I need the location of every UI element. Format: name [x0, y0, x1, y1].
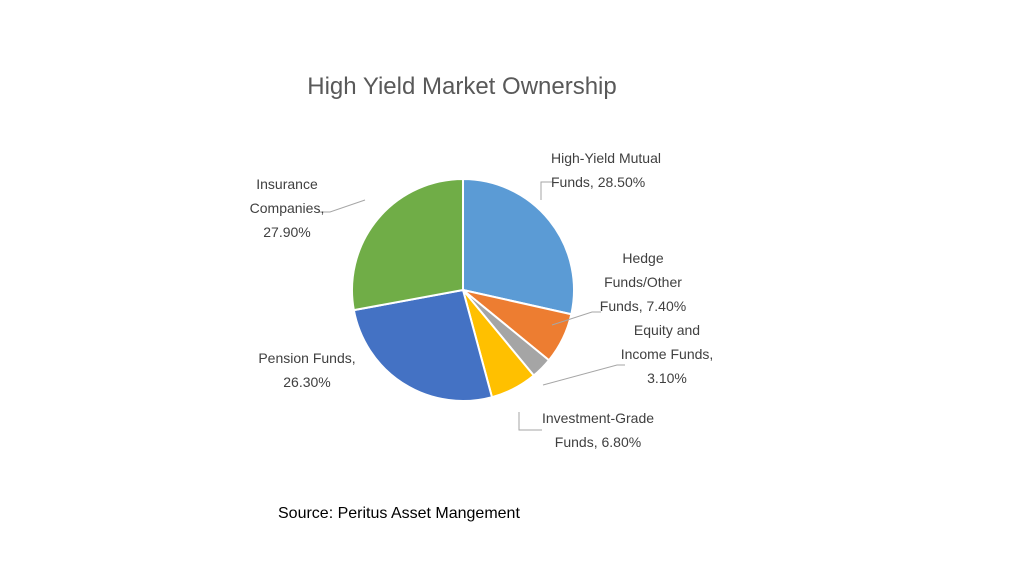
slice-label-equity-income: Equity and Income Funds, 3.10%: [621, 322, 714, 386]
leader-lines: [318, 181, 625, 431]
leader-line-hedge-funds: [551, 311, 601, 326]
pie-slices: [351, 177, 575, 402]
source-note: Source: Peritus Asset Mangement: [278, 505, 520, 522]
chart-title: High Yield Market Ownership: [307, 73, 616, 100]
slice-label-insurance: Insurance Companies, 27.90%: [250, 176, 325, 240]
pie-slice-high-yield-mutual: [462, 177, 575, 316]
slice-labels: High-Yield Mutual Funds, 28.50% Hedge Funds…: [250, 150, 714, 450]
leader-line-insurance: [318, 199, 366, 213]
leader-line-high-yield-mutual: [540, 181, 553, 200]
slice-label-investment-grade: Investment-Grade Funds, 6.80%: [542, 410, 654, 450]
pie-slice-insurance: [351, 177, 464, 312]
pie-slice-pension: [352, 288, 494, 402]
leader-line-equity-income: [542, 364, 625, 386]
slice-label-high-yield-mutual: High-Yield Mutual Funds, 28.50%: [551, 150, 661, 190]
slice-label-hedge-funds: Hedge Funds/Other Funds, 7.40%: [600, 250, 686, 314]
slice-label-pension: Pension Funds, 26.30%: [258, 350, 355, 390]
leader-line-investment-grade: [518, 412, 542, 431]
